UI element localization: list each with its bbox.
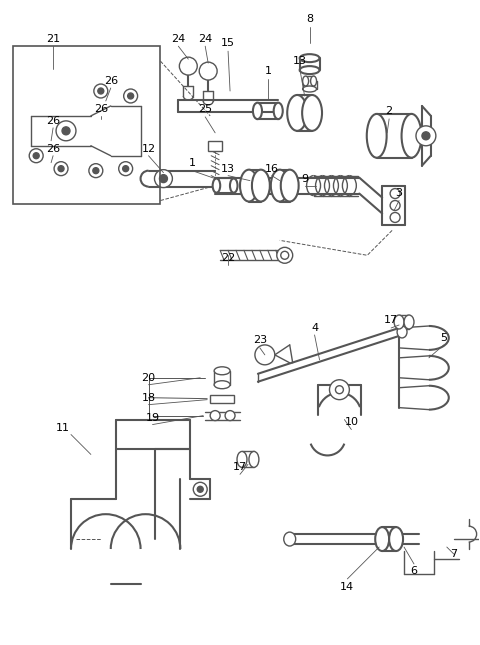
Text: 7: 7	[450, 549, 457, 559]
Ellipse shape	[302, 76, 309, 86]
Text: 26: 26	[46, 116, 60, 126]
Circle shape	[33, 153, 39, 159]
Ellipse shape	[240, 170, 258, 201]
Text: 1: 1	[264, 66, 271, 76]
Circle shape	[123, 166, 129, 172]
Ellipse shape	[375, 527, 389, 551]
Circle shape	[390, 188, 400, 199]
Text: 20: 20	[142, 373, 156, 382]
Ellipse shape	[284, 532, 296, 546]
Circle shape	[281, 252, 288, 259]
Ellipse shape	[300, 54, 320, 62]
Circle shape	[119, 162, 132, 175]
Ellipse shape	[394, 315, 404, 329]
Text: 25: 25	[198, 104, 212, 114]
Circle shape	[94, 84, 108, 98]
Text: 15: 15	[221, 38, 235, 48]
Text: 24: 24	[171, 34, 185, 45]
Circle shape	[416, 126, 436, 146]
Ellipse shape	[281, 170, 299, 201]
Text: 16: 16	[265, 164, 279, 174]
Circle shape	[159, 175, 168, 183]
Text: 18: 18	[142, 393, 156, 402]
Text: 3: 3	[396, 188, 403, 197]
Circle shape	[124, 89, 138, 103]
Text: 9: 9	[301, 174, 308, 184]
Ellipse shape	[253, 103, 262, 119]
Ellipse shape	[237, 451, 247, 468]
Text: 21: 21	[46, 34, 60, 45]
Ellipse shape	[252, 170, 270, 201]
Ellipse shape	[302, 86, 316, 92]
Circle shape	[98, 88, 104, 94]
Circle shape	[329, 380, 349, 400]
Circle shape	[56, 121, 76, 141]
Text: 13: 13	[221, 164, 235, 174]
Circle shape	[199, 62, 217, 80]
Ellipse shape	[230, 179, 238, 193]
Circle shape	[62, 127, 70, 135]
Text: 6: 6	[410, 566, 418, 576]
Text: 12: 12	[142, 144, 156, 154]
Ellipse shape	[397, 326, 407, 338]
Ellipse shape	[302, 95, 322, 131]
Text: 26: 26	[46, 144, 60, 154]
Ellipse shape	[213, 179, 220, 193]
Ellipse shape	[402, 114, 421, 158]
Text: 2: 2	[385, 106, 393, 116]
Text: 14: 14	[340, 582, 354, 592]
Text: 19: 19	[145, 413, 159, 422]
Text: 23: 23	[253, 335, 267, 345]
Bar	[13, 46, 160, 204]
Text: 10: 10	[344, 417, 359, 426]
Circle shape	[390, 212, 400, 223]
Ellipse shape	[271, 170, 288, 201]
Text: 1: 1	[189, 157, 196, 168]
Circle shape	[93, 168, 99, 174]
Circle shape	[255, 345, 275, 365]
Text: 13: 13	[293, 56, 307, 66]
Circle shape	[58, 166, 64, 172]
Text: 5: 5	[440, 333, 447, 343]
Ellipse shape	[214, 381, 230, 389]
Circle shape	[29, 149, 43, 163]
Ellipse shape	[214, 367, 230, 375]
Text: 22: 22	[221, 253, 235, 263]
Circle shape	[277, 247, 293, 263]
Text: 17: 17	[384, 315, 398, 325]
Text: 4: 4	[311, 323, 318, 333]
Bar	[208, 141, 222, 151]
Circle shape	[210, 411, 220, 421]
Ellipse shape	[404, 315, 414, 329]
Text: 17: 17	[233, 462, 247, 472]
Text: 11: 11	[56, 422, 70, 433]
Text: 26: 26	[94, 104, 108, 114]
Ellipse shape	[249, 451, 259, 468]
Text: 24: 24	[198, 34, 212, 45]
Circle shape	[54, 162, 68, 175]
Bar	[210, 395, 234, 402]
Circle shape	[155, 170, 172, 188]
Text: 8: 8	[306, 14, 313, 25]
Ellipse shape	[311, 76, 316, 86]
Circle shape	[422, 132, 430, 140]
Ellipse shape	[300, 66, 320, 74]
Circle shape	[89, 164, 103, 177]
Ellipse shape	[367, 114, 387, 158]
Circle shape	[193, 482, 207, 496]
Circle shape	[225, 411, 235, 421]
Circle shape	[197, 486, 203, 492]
Ellipse shape	[274, 103, 283, 119]
Ellipse shape	[389, 527, 403, 551]
Ellipse shape	[287, 95, 307, 131]
Circle shape	[180, 57, 197, 75]
Circle shape	[336, 386, 343, 393]
Circle shape	[128, 93, 133, 99]
Circle shape	[390, 201, 400, 210]
Text: 26: 26	[104, 76, 118, 86]
